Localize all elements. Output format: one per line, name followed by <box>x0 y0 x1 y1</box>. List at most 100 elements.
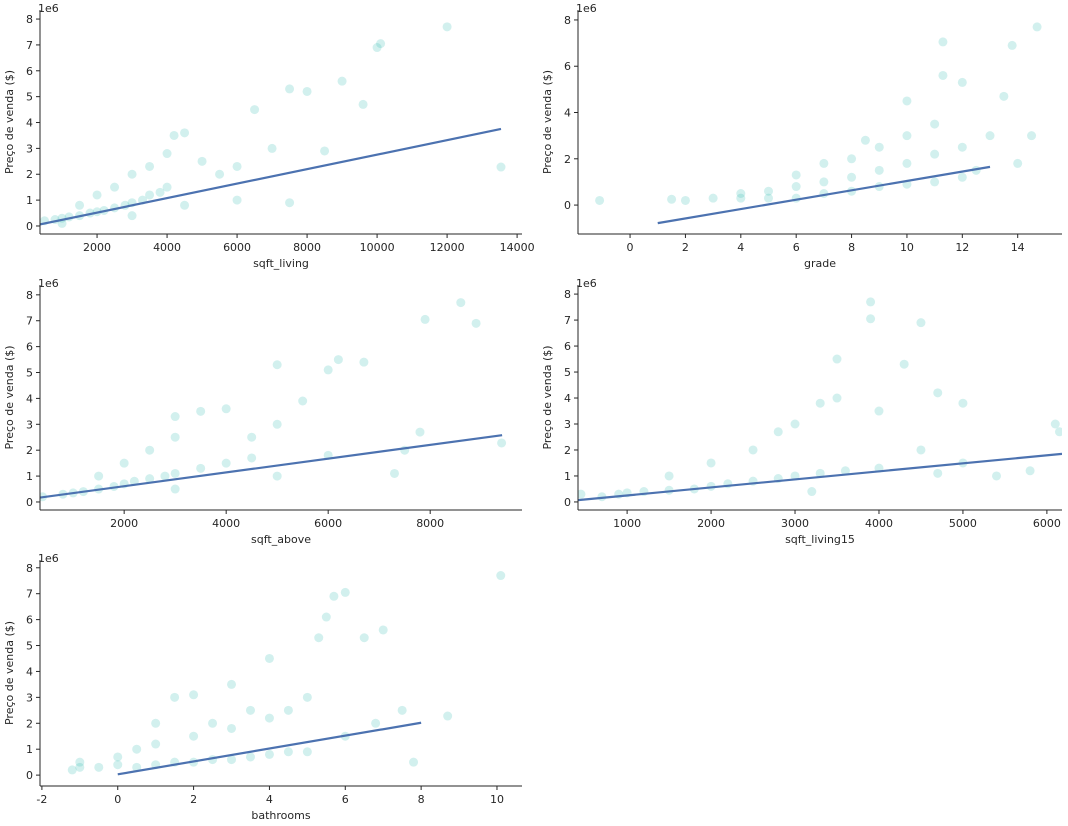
plot-area <box>40 298 507 502</box>
point <box>680 195 690 205</box>
point <box>815 398 825 408</box>
point <box>215 169 225 179</box>
x-tick-label: 0 <box>114 793 121 806</box>
x-tick-label: 12 <box>955 241 969 254</box>
y-tick-label: 7 <box>26 315 33 328</box>
x-axis-label: bathrooms <box>251 809 310 822</box>
point <box>170 484 180 494</box>
point <box>94 471 104 481</box>
point <box>874 165 884 175</box>
point <box>1032 22 1042 32</box>
point <box>247 453 257 463</box>
y-tick-label: 4 <box>26 392 33 405</box>
x-tick-label: 8 <box>418 793 425 806</box>
subplot: 0 2 4 6 8 0 2 4 6 8 10 12 14 grade Preço de venda ($) 1… <box>541 2 1062 270</box>
point <box>170 692 180 702</box>
y-tick-label: 0 <box>26 496 33 509</box>
x-axis-label: sqft_above <box>251 533 311 546</box>
offset-label: 1e6 <box>38 552 59 565</box>
point <box>232 195 242 205</box>
point <box>189 690 199 700</box>
point <box>298 396 308 406</box>
point <box>232 161 242 171</box>
x-tick-label: 4000 <box>153 241 181 254</box>
point <box>170 468 180 478</box>
point <box>420 314 430 324</box>
y-tick-label: 8 <box>564 14 571 27</box>
fit-line <box>117 721 422 776</box>
point <box>819 158 829 168</box>
point <box>132 744 142 754</box>
point <box>866 314 876 324</box>
point <box>127 169 137 179</box>
point <box>819 177 829 187</box>
point <box>992 471 1002 481</box>
y-axis-label: Preço de venda ($) <box>541 70 554 174</box>
point <box>145 474 155 484</box>
point <box>397 705 407 715</box>
point <box>736 193 746 203</box>
point <box>359 357 369 367</box>
x-tick-label: 14000 <box>500 241 535 254</box>
x-tick-label: 2000 <box>83 241 111 254</box>
point <box>938 37 948 47</box>
point <box>916 445 926 455</box>
point <box>664 471 674 481</box>
point <box>113 760 123 770</box>
point <box>763 193 773 203</box>
point <box>933 468 943 478</box>
point <box>227 679 237 689</box>
y-tick-label: 6 <box>26 614 33 627</box>
point <box>791 182 801 192</box>
point <box>208 718 218 728</box>
x-axis-label: sqft_living <box>253 257 309 270</box>
point <box>113 752 123 762</box>
point <box>832 354 842 364</box>
point <box>442 22 452 32</box>
point <box>151 718 161 728</box>
point <box>359 633 369 643</box>
y-tick-label: 3 <box>26 691 33 704</box>
point <box>189 731 199 741</box>
point <box>196 406 206 416</box>
x-tick-label: 4 <box>266 793 273 806</box>
point <box>706 458 716 468</box>
point <box>763 186 773 196</box>
point <box>285 198 295 208</box>
offset-label: 1e6 <box>576 2 597 15</box>
point <box>443 711 453 721</box>
point <box>197 156 207 166</box>
point <box>302 747 312 757</box>
point <box>497 438 507 448</box>
x-tick-label: 10000 <box>360 241 395 254</box>
x-tick-label: 6 <box>342 793 349 806</box>
point <box>985 131 995 141</box>
point <box>333 355 343 365</box>
y-tick-label: 4 <box>26 117 33 130</box>
x-tick-label: 0 <box>627 241 634 254</box>
point <box>94 762 104 772</box>
point <box>1050 419 1060 429</box>
point <box>902 131 912 141</box>
subplot: 0 1 2 3 4 5 6 7 8 2000 4000 6000 8000 sqft_above Preço… <box>3 277 522 546</box>
y-tick-label: 1 <box>564 470 571 483</box>
point <box>110 182 120 192</box>
y-tick-label: 0 <box>564 496 571 509</box>
point <box>250 105 260 115</box>
point <box>902 96 912 106</box>
y-tick-label: 0 <box>26 769 33 782</box>
point <box>866 297 876 307</box>
x-tick-label: 8000 <box>416 517 444 530</box>
point <box>272 360 282 370</box>
subplot: 0 1 2 3 4 5 6 7 8 1000 2000 3000 4000 5000 6000 sqft_li… <box>541 277 1062 546</box>
x-tick-label: 10 <box>900 241 914 254</box>
point <box>196 463 206 473</box>
point <box>496 571 506 581</box>
point <box>358 99 368 109</box>
y-tick-label: 1 <box>26 194 33 207</box>
x-tick-label: 8 <box>848 241 855 254</box>
point <box>957 77 967 87</box>
point <box>957 172 967 182</box>
y-axis-label: Preço de venda ($) <box>541 345 554 449</box>
